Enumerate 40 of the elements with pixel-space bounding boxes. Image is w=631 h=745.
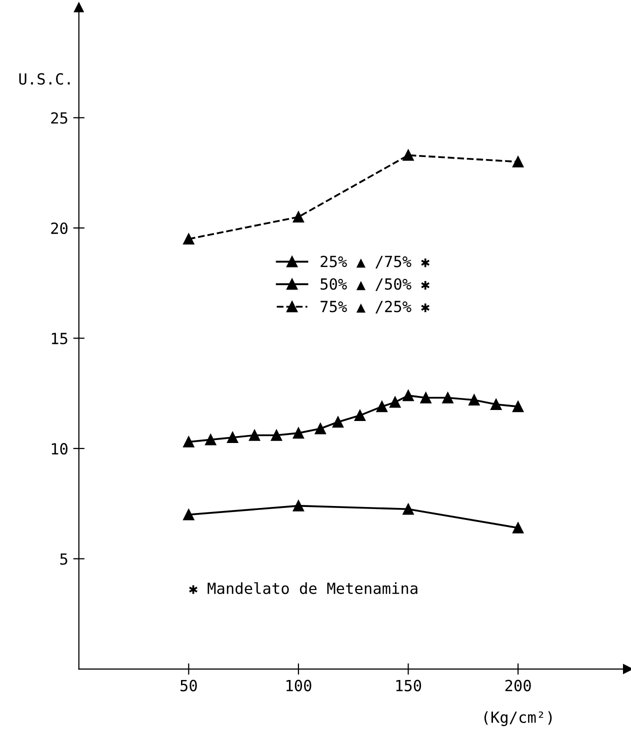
point [468, 394, 480, 406]
point [227, 432, 238, 444]
point [490, 398, 502, 410]
x-tick-label: 150 [396, 680, 422, 692]
legend-label: 75% ▲ /25% ✱ [320, 300, 430, 314]
point [183, 233, 194, 245]
x-tick-label: 50 [180, 680, 197, 692]
point [270, 430, 282, 441]
x-tick-label: 100 [286, 680, 312, 692]
legend-label: 25% ▲ /75% ✱ [320, 256, 430, 268]
y-axis-title: U.S.C. [19, 73, 70, 85]
point [442, 392, 454, 404]
point [183, 509, 194, 520]
point [292, 500, 304, 512]
point [390, 396, 401, 408]
point [183, 436, 194, 448]
point [512, 522, 524, 534]
point [292, 211, 304, 222]
point [314, 423, 326, 434]
point [512, 401, 524, 412]
point [376, 401, 388, 412]
point [420, 392, 432, 404]
point [402, 390, 414, 402]
point [292, 428, 304, 439]
point [402, 504, 414, 515]
point [402, 150, 414, 161]
annotation: ✱ Mandelato de Metenamina [189, 582, 418, 594]
y-tick-label: 20 [51, 222, 68, 234]
point [512, 156, 524, 168]
y-tick-label: 25 [51, 112, 68, 124]
point [332, 416, 344, 428]
x-tick-label: 200 [505, 680, 531, 692]
point [354, 410, 366, 421]
point [205, 434, 216, 446]
y-tick-label: 15 [52, 332, 68, 344]
y-tick-label: 10 [52, 442, 68, 455]
point [248, 430, 260, 441]
y-tick-label: 5 [60, 553, 68, 565]
legend-label: 50% ▲ /50% ✱ [320, 278, 430, 291]
x-axis-title: (Kg/cm²) [484, 711, 552, 726]
